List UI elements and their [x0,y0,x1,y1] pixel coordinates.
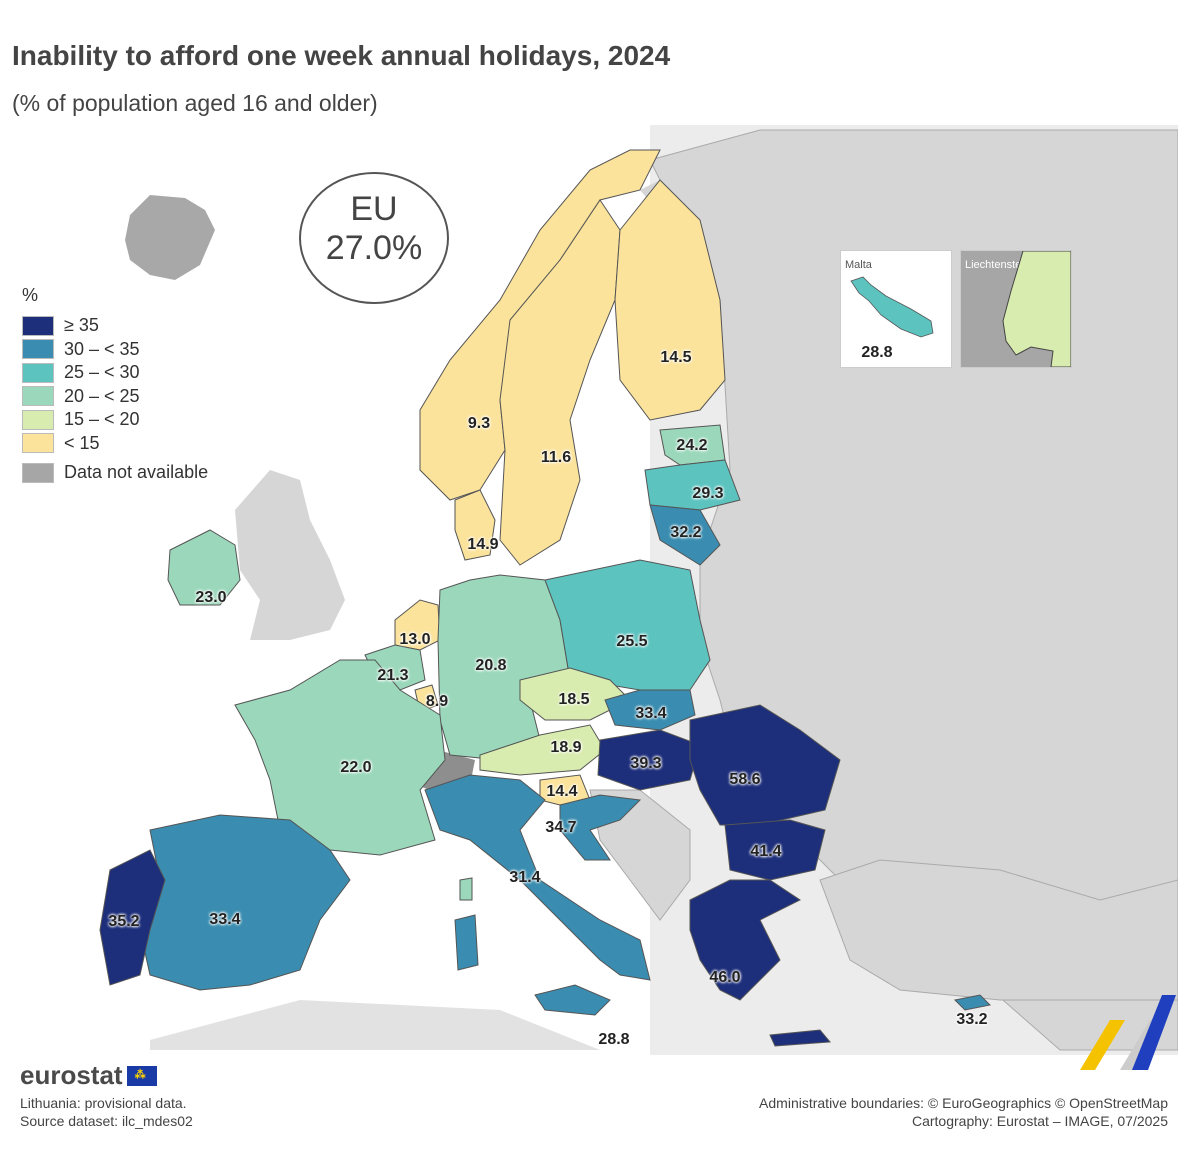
eu-badge-label: EU [350,190,398,228]
legend-item-not-available: Data not available [22,461,208,485]
map-title: Inability to afford one week annual holi… [12,40,671,71]
value-norway: 9.3 [467,415,491,432]
value-spain: 33.4 [209,911,241,928]
legend-swatch [22,362,54,383]
legend-swatch [22,315,54,336]
value-germany: 20.8 [475,657,507,674]
value-luxembourg: 8.9 [425,693,449,710]
value-france: 22.0 [340,759,372,776]
legend-swatch [22,339,54,360]
legend-swatch [22,433,54,454]
value-poland: 25.5 [616,633,648,650]
value-hungary: 39.3 [630,755,662,772]
legend-item: ≥ 35 [22,314,208,338]
legend-label: < 15 [64,432,100,453]
value-czechia: 18.5 [558,691,590,708]
legend-item: 30 – < 35 [22,338,208,362]
value-finland: 14.5 [660,349,692,366]
legend-label: Data not available [64,462,209,483]
eurostat-brand-mark [1080,995,1176,1070]
legend-label: 25 – < 30 [64,362,140,383]
value-slovenia: 14.4 [546,783,578,800]
eurostat-logo-text: eurostat [20,1060,123,1090]
legend-swatch [22,462,54,483]
value-greece: 46.0 [709,969,741,986]
legend-swatch [22,386,54,407]
legend-label: 30 – < 35 [64,338,140,359]
legend-item: 25 – < 30 [22,361,208,385]
eu-average-badge: EU 27.0% [299,172,449,304]
inset-liechtenstein-label: Liechtenstein [965,259,1030,271]
value-latvia: 29.3 [692,485,724,502]
value-estonia: 24.2 [676,437,708,454]
value-ireland: 23.0 [195,589,227,606]
value-lithuania: 32.2 [670,524,702,541]
value-slovakia: 33.4 [635,705,667,722]
malta-shape [850,276,934,338]
legend-item: 15 – < 20 [22,408,208,432]
value-cyprus: 33.2 [956,1011,988,1028]
value-austria: 18.9 [550,739,582,756]
inset-malta: Malta 28.8 [840,250,952,368]
value-bulgaria: 41.4 [750,843,782,860]
value-belgium: 21.3 [377,667,409,684]
footer-note-source: Source dataset: ilc_mdes02 [20,1113,193,1129]
value-sweden: 11.6 [540,449,572,466]
eurostat-logo: eurostat [20,1060,157,1091]
legend-label: 15 – < 20 [64,409,140,430]
eu-flag-icon [126,1065,157,1086]
footer-note-lithuania: Lithuania: provisional data. [20,1095,187,1111]
value-italy: 31.4 [509,869,541,886]
legend-label: ≥ 35 [64,315,99,336]
inset-malta-label: Malta [845,259,872,271]
value-sicily: 28.8 [598,1031,630,1048]
liechtenstein-shape [1002,251,1071,367]
map-legend: % ≥ 35 30 – < 35 25 – < 30 20 – < 25 15 … [22,285,208,485]
value-netherlands: 13.0 [399,631,431,648]
inset-liechtenstein: Liechtenstein [960,250,1072,368]
footer-credit-boundaries: Administrative boundaries: © EuroGeograp… [759,1095,1168,1111]
map-subtitle: (% of population aged 16 and older) [12,90,378,116]
footer-credit-cartography: Cartography: Eurostat – IMAGE, 07/2025 [911,1113,1168,1129]
value-denmark: 14.9 [467,536,499,553]
legend-item: < 15 [22,432,208,456]
eu-badge-value: 27.0% [325,229,423,267]
legend-label: 20 – < 25 [64,385,140,406]
legend-item: 20 – < 25 [22,385,208,409]
legend-swatch [22,409,54,430]
value-portugal: 35.2 [108,913,140,930]
value-croatia: 34.7 [545,819,577,836]
legend-unit: % [22,285,39,305]
value-romania: 58.6 [729,771,761,788]
value-malta: 28.8 [861,344,893,361]
